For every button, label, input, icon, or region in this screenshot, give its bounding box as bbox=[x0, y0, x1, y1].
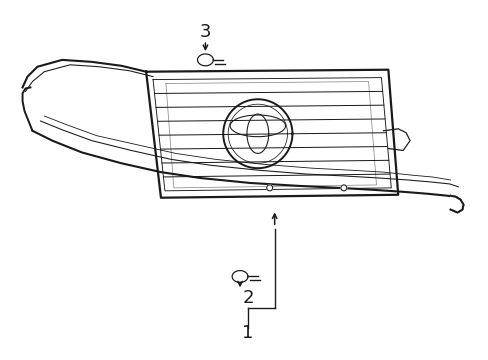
Circle shape bbox=[340, 185, 346, 191]
Circle shape bbox=[266, 185, 272, 191]
Text: 2: 2 bbox=[242, 289, 253, 307]
Text: 1: 1 bbox=[242, 324, 253, 342]
Polygon shape bbox=[450, 196, 463, 212]
Text: 3: 3 bbox=[199, 23, 211, 41]
